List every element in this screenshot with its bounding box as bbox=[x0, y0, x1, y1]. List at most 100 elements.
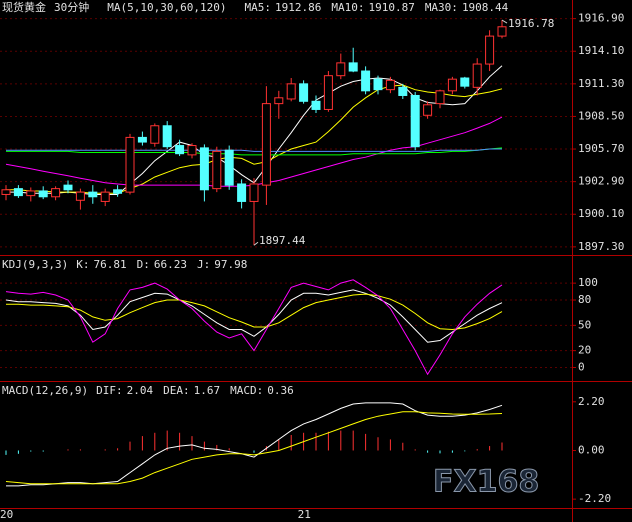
candle-body bbox=[100, 191, 110, 202]
candle-body bbox=[175, 145, 185, 155]
y-tick-label: 1911.30 bbox=[578, 77, 624, 90]
line-series bbox=[5, 289, 503, 343]
line-series bbox=[6, 293, 503, 331]
watermark: FX168 bbox=[433, 465, 539, 500]
annotation-line bbox=[501, 19, 508, 24]
y-tick-label: 1916.90 bbox=[578, 12, 624, 25]
annotation: 1916.78 bbox=[508, 17, 554, 30]
legend-name: MA10: bbox=[331, 1, 364, 14]
legend-entry: MA5: 1912.86 bbox=[244, 1, 321, 14]
candle-body bbox=[249, 183, 259, 202]
legend-entry: MA30: 1908.44 bbox=[425, 1, 509, 14]
candle-body bbox=[224, 149, 234, 186]
y-tick-label: 1902.90 bbox=[578, 175, 624, 188]
legend-name: D: bbox=[137, 258, 150, 271]
candle-body bbox=[286, 83, 296, 100]
candle-body bbox=[113, 189, 123, 194]
y-tick-label: 100 bbox=[578, 276, 598, 289]
legend-name: MACD: bbox=[230, 384, 263, 397]
y-tick-label: 1908.50 bbox=[578, 109, 624, 122]
annotation: 1897.44 bbox=[259, 234, 306, 247]
y-tick-label: 20 bbox=[578, 344, 591, 357]
candle-body bbox=[299, 83, 309, 102]
candle-body bbox=[497, 26, 507, 37]
legend-name: K: bbox=[76, 258, 89, 271]
y-tick-label: 1900.10 bbox=[578, 207, 624, 220]
candle-body bbox=[88, 191, 98, 198]
line-series bbox=[5, 279, 503, 376]
candle-body bbox=[274, 97, 284, 105]
candle-body bbox=[472, 63, 482, 88]
candle-body bbox=[26, 190, 36, 197]
chart-title: MACD(12,26,9) bbox=[2, 384, 88, 397]
x-tick-label: 20 bbox=[0, 508, 13, 521]
legend-entry: MACD: 0.36 bbox=[230, 384, 294, 397]
candle-body bbox=[162, 125, 172, 148]
candle-body bbox=[410, 94, 420, 148]
legend-value: 76.81 bbox=[93, 258, 126, 271]
y-tick-label: -2.20 bbox=[578, 492, 611, 505]
y-tick-label: 2.20 bbox=[578, 395, 605, 408]
legend-value: 1908.44 bbox=[462, 1, 509, 14]
candle-body bbox=[447, 78, 457, 92]
candle-body bbox=[311, 100, 321, 110]
legend-name: MA30: bbox=[425, 1, 458, 14]
candle-body bbox=[435, 90, 445, 105]
candle-body bbox=[13, 188, 23, 197]
legend-value: 97.98 bbox=[214, 258, 247, 271]
legend-entry: MA10: 1910.87 bbox=[331, 1, 414, 14]
legend-value: 1910.87 bbox=[368, 1, 414, 14]
candle-body bbox=[1, 189, 11, 195]
legend-name: DEA: bbox=[163, 384, 190, 397]
legend-entry: K: 76.81 bbox=[76, 258, 126, 271]
candle-body bbox=[261, 103, 271, 186]
indicator-label: MA(5,10,30,60,120) bbox=[107, 1, 226, 14]
legend-value: 66.23 bbox=[154, 258, 187, 271]
chart-title: 现货黄金 bbox=[2, 0, 46, 14]
candle-body bbox=[323, 75, 333, 110]
x-tick-label: 21 bbox=[298, 508, 311, 521]
legend-value: 1.67 bbox=[194, 384, 221, 397]
candle-body bbox=[385, 79, 395, 91]
candle-body bbox=[125, 136, 135, 193]
candle-body bbox=[348, 62, 358, 72]
legend-entry: D: 66.23 bbox=[137, 258, 187, 271]
candle-body bbox=[361, 70, 371, 92]
candle-body bbox=[137, 136, 147, 143]
candle-body bbox=[212, 150, 222, 190]
candle-body bbox=[63, 184, 73, 191]
y-tick-label: 1897.30 bbox=[578, 240, 624, 253]
y-tick-label: 1914.10 bbox=[578, 44, 624, 57]
candle-body bbox=[398, 86, 408, 96]
candle-body bbox=[199, 147, 209, 191]
y-tick-label: 50 bbox=[578, 318, 591, 331]
legend-name: DIF: bbox=[96, 384, 123, 397]
legend-value: 2.04 bbox=[127, 384, 154, 397]
candle-body bbox=[51, 188, 61, 198]
candle-body bbox=[373, 78, 383, 91]
candle-body bbox=[485, 35, 495, 65]
y-tick-label: 1905.70 bbox=[578, 142, 624, 155]
line-series bbox=[6, 147, 503, 156]
legend-entry: DEA: 1.67 bbox=[163, 384, 220, 397]
candle-body bbox=[38, 190, 48, 198]
chart-title: KDJ(9,3,3) bbox=[2, 258, 68, 271]
candle-body bbox=[336, 62, 346, 77]
candle-body bbox=[423, 104, 433, 116]
annotation-line bbox=[253, 241, 259, 246]
legend-value: 0.36 bbox=[267, 384, 294, 397]
y-tick-label: 80 bbox=[578, 293, 591, 306]
legend-name: MA5: bbox=[244, 1, 271, 14]
line-series bbox=[5, 411, 503, 485]
line-series bbox=[6, 148, 502, 152]
legend-name: J: bbox=[197, 258, 210, 271]
legend-value: 1912.86 bbox=[275, 1, 321, 14]
y-tick-label: 0.00 bbox=[578, 443, 605, 456]
candle-body bbox=[460, 77, 470, 87]
candle-body bbox=[75, 191, 85, 201]
legend-entry: J: 97.98 bbox=[197, 258, 247, 271]
chart-subtitle: 30分钟 bbox=[54, 0, 89, 14]
candle-body bbox=[187, 145, 197, 156]
candle-body bbox=[150, 125, 160, 144]
candle-body bbox=[237, 183, 247, 202]
